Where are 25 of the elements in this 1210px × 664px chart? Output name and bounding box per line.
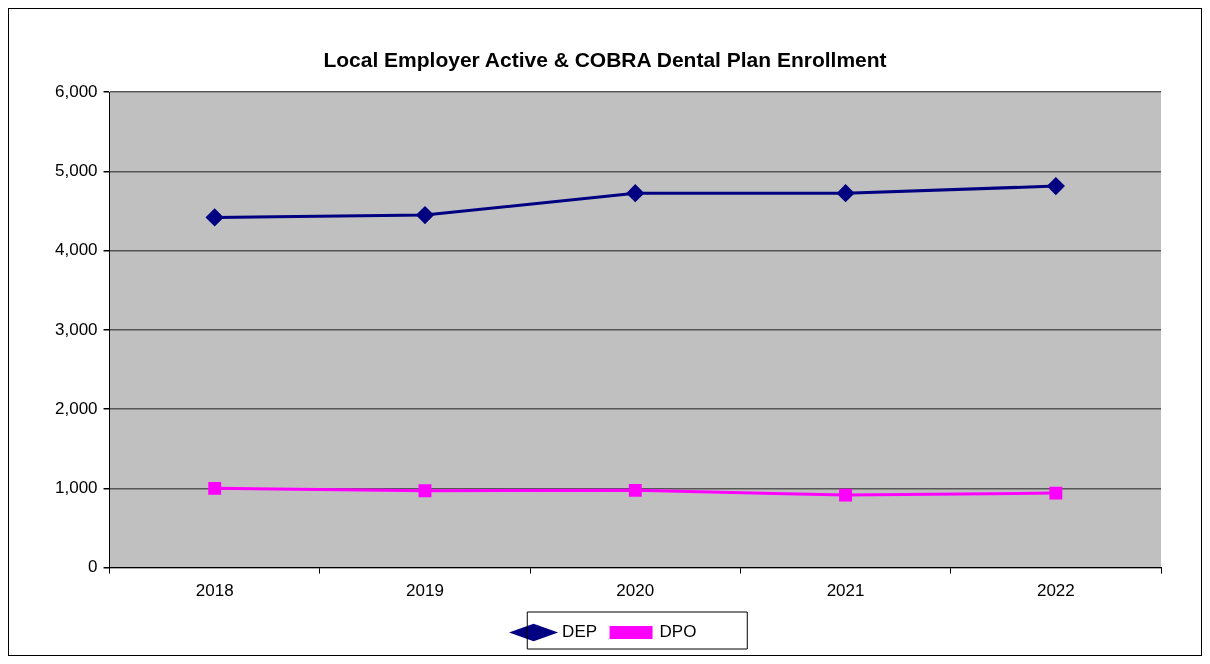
x-tick-label: 2022	[1036, 581, 1075, 601]
y-tick-label: 1,000	[54, 478, 98, 498]
x-tick-label: 2018	[195, 581, 234, 601]
point	[628, 483, 642, 497]
point	[626, 184, 644, 202]
point	[1047, 177, 1065, 195]
point	[208, 481, 222, 495]
y-tick-label: 3,000	[54, 319, 98, 339]
legend-label: DEP	[562, 622, 598, 642]
point	[837, 184, 855, 202]
x-tick-label: 2021	[826, 581, 865, 601]
point	[839, 488, 853, 502]
y-tick-label: 4,000	[54, 240, 98, 260]
point	[416, 206, 434, 224]
point	[1049, 486, 1063, 500]
y-tick-label: 0	[88, 557, 98, 577]
x-tick-label: 2019	[406, 581, 444, 601]
point	[418, 484, 432, 498]
y-tick-label: 5,000	[54, 161, 98, 181]
x-tick-label: 2020	[616, 581, 655, 601]
y-tick-label: 6,000	[54, 81, 98, 101]
point	[206, 208, 224, 226]
legend-label: DPO	[659, 622, 697, 642]
chart-title: Local Employer Active & COBRA Dental Plan Enrollment	[323, 48, 887, 72]
y-tick-label: 2,000	[54, 398, 98, 418]
